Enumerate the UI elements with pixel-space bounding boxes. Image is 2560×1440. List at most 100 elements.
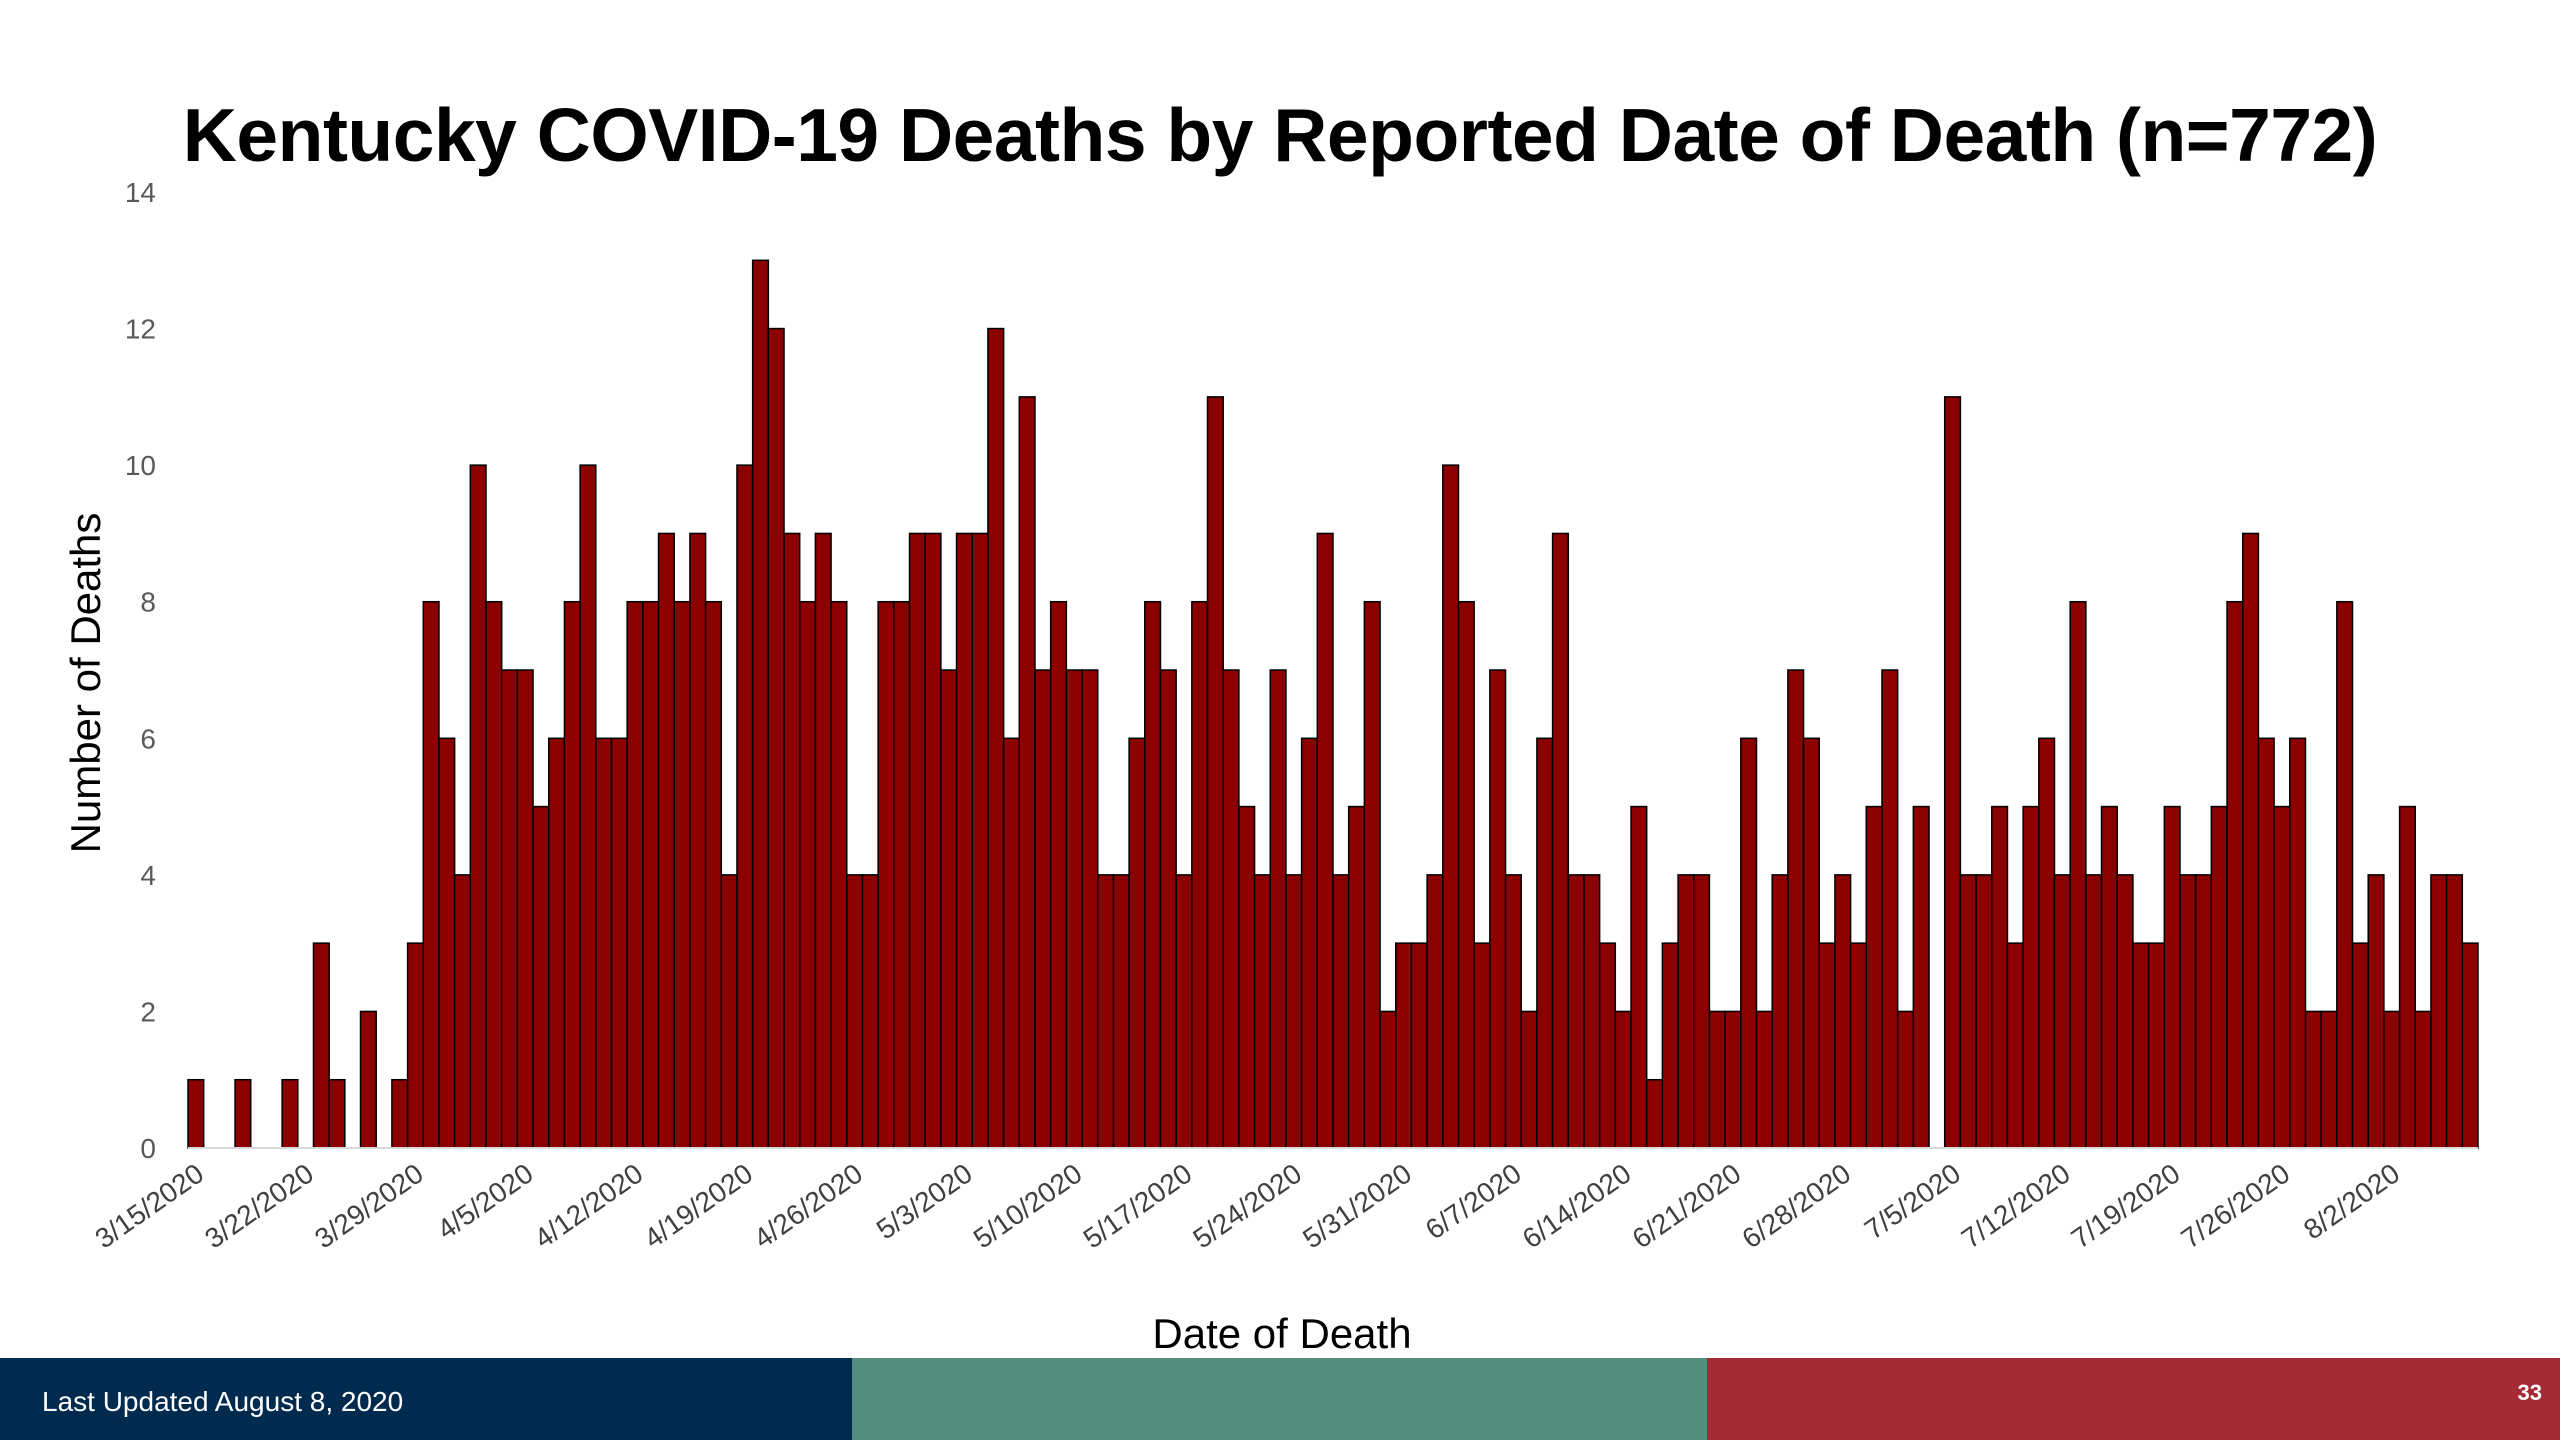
bar [2430,874,2448,1149]
x-axis-label: Date of Death [1152,1310,1411,1357]
x-tick-label: 7/19/2020 [2066,1158,2186,1255]
bar [1269,669,1287,1149]
bar [1724,1010,1742,1149]
bar [187,1078,205,1149]
bar [579,464,597,1149]
bar [1551,532,1570,1149]
bar [2210,805,2228,1149]
bar [2351,942,2369,1149]
bar [861,874,879,1149]
bar [2461,942,2479,1149]
bar [1049,600,1068,1149]
bar [924,532,942,1149]
y-tick-label: 8 [140,587,156,618]
y-tick-label: 4 [140,860,156,891]
bar [595,737,613,1149]
bar [1065,669,1083,1149]
bar [563,600,581,1149]
bar [1363,600,1381,1149]
bar [2367,874,2385,1149]
x-tick-label: 4/5/2020 [432,1158,539,1246]
x-tick-label: 4/19/2020 [638,1158,758,1255]
bar [877,600,895,1149]
bar [2289,737,2307,1149]
bar [783,532,801,1149]
bar [1144,600,1162,1149]
bar [1991,805,2009,1149]
bar [2241,532,2260,1149]
bar [1410,942,1428,1149]
bar [548,737,566,1149]
bar [1598,942,1617,1149]
bar [798,600,817,1149]
bar [1740,737,1758,1149]
bar [516,669,534,1149]
bar [1253,874,1272,1149]
bar [1693,874,1711,1149]
bar [642,600,660,1149]
bar [736,464,754,1149]
bar [2053,874,2071,1149]
bar [1771,874,1789,1149]
bar [1504,874,1522,1149]
x-tick-label: 4/12/2020 [529,1158,649,1255]
bar [814,532,832,1149]
bar [2257,737,2275,1149]
bar [391,1078,409,1149]
bar [2006,942,2024,1149]
bars-group [187,259,2479,1149]
bar [893,600,911,1149]
bar [1677,874,1695,1149]
bar [1332,874,1350,1149]
bar [2398,805,2417,1149]
bar [2414,1010,2432,1149]
x-tick-label: 7/26/2020 [2176,1158,2296,1255]
y-tick-label: 6 [140,723,156,754]
bar [2038,737,2056,1149]
bar [1755,1010,1773,1149]
bar [1912,805,1930,1149]
bar [657,532,675,1149]
y-tick-label: 2 [140,996,156,1027]
bar [1002,737,1021,1149]
bar [1347,805,1366,1149]
y-tick-label: 0 [140,1133,156,1164]
bar [940,669,958,1149]
bar [1112,874,1130,1149]
bar [422,600,440,1149]
chart-title: Kentucky COVID-19 Deaths by Reported Dat… [182,93,2378,177]
bar [1645,1078,1664,1149]
bar [234,1078,252,1149]
bar [689,532,707,1149]
bar [1442,464,1460,1149]
bar [2445,874,2464,1149]
y-tick-label: 12 [125,314,156,345]
bar [1818,942,1836,1149]
x-tick-label: 5/31/2020 [1297,1158,1417,1255]
bar [1489,669,1507,1149]
bar [1285,874,1303,1149]
bar [830,600,848,1149]
x-tick-label: 7/5/2020 [1859,1158,1966,1246]
bar [281,1078,299,1149]
bar [1379,1010,1397,1149]
bar [1959,874,1977,1149]
bar [359,1010,377,1149]
bar [2132,942,2150,1149]
bar [2336,600,2354,1149]
bar [1975,874,1993,1149]
bar [1943,396,1962,1149]
bar [908,532,926,1149]
x-tick-label: 5/24/2020 [1187,1158,1307,1255]
bar [1206,396,1224,1149]
bar [500,669,519,1149]
bar [1191,600,1209,1149]
last-updated-text: Last Updated August 8, 2020 [42,1386,404,1417]
bar [1300,737,1319,1149]
x-tick-label: 7/12/2020 [1956,1158,2076,1255]
bar [2147,942,2166,1149]
bar [312,942,330,1149]
bar [453,874,472,1149]
x-tick-label: 4/26/2020 [748,1158,868,1255]
